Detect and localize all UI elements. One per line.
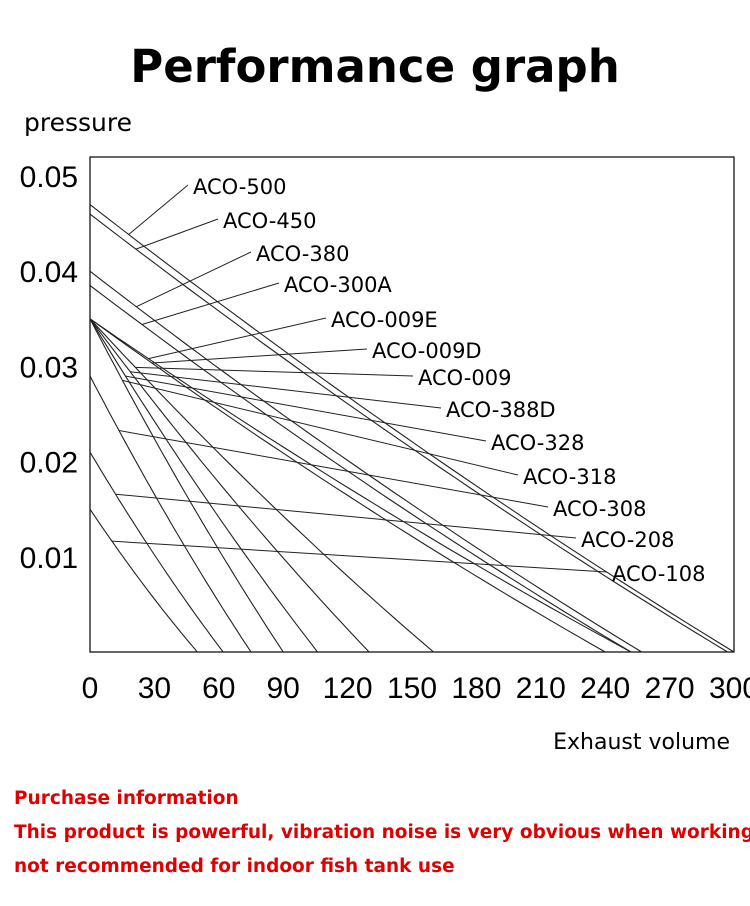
y-tick-label: 0.05 xyxy=(20,161,78,194)
series-label: ACO-300A xyxy=(284,273,392,297)
x-tick-label: 120 xyxy=(323,672,373,705)
series-leader-line xyxy=(151,348,368,364)
series-line-aco-450 xyxy=(89,213,728,653)
series-label: ACO-380 xyxy=(256,242,349,266)
series-line-aco-318 xyxy=(89,318,284,653)
x-tick-label: 240 xyxy=(580,672,630,705)
x-axis-label: Exhaust volume xyxy=(553,730,730,755)
series-label: ACO-308 xyxy=(553,497,646,521)
plot-frame xyxy=(89,156,735,653)
series-label: ACO-450 xyxy=(223,209,316,233)
x-tick-label: 90 xyxy=(267,672,300,705)
y-axis-label: pressure xyxy=(24,108,132,137)
x-tick-label: 180 xyxy=(451,672,501,705)
series-line-aco-388d xyxy=(89,318,370,653)
series-leader-line xyxy=(141,282,280,325)
series-line-aco-308 xyxy=(89,375,252,653)
y-tick-label: 0.02 xyxy=(20,447,78,480)
series-label: ACO-328 xyxy=(491,431,584,455)
series-label: ACO-500 xyxy=(193,175,286,199)
series-label: ACO-009E xyxy=(331,308,438,332)
series-label: ACO-108 xyxy=(612,562,705,586)
series-line-aco-328 xyxy=(89,318,318,653)
series-leader-line xyxy=(148,317,327,360)
series-line-aco-009d xyxy=(89,318,606,653)
series-label: ACO-388D xyxy=(446,398,556,422)
series-label: ACO-009 xyxy=(418,366,511,390)
series-line-aco-009 xyxy=(89,318,434,653)
x-tick-label: 0 xyxy=(82,672,99,705)
series-leader-line xyxy=(111,540,608,573)
series-label: ACO-318 xyxy=(523,465,616,489)
series-line-aco-500 xyxy=(89,204,735,653)
series-leader-line xyxy=(135,366,414,377)
series-line-aco-108 xyxy=(89,508,198,653)
series-leader-line xyxy=(136,251,252,308)
x-tick-label: 30 xyxy=(138,672,171,705)
purchase-info-heading: Purchase information xyxy=(14,788,239,809)
performance-chart: 0.05 0.04 0.03 0.02 0.01 0 30 60 90 120 150 180 210 2… xyxy=(20,108,750,755)
x-tick-label: 210 xyxy=(516,672,566,705)
x-tick-label: 300 xyxy=(709,672,750,705)
x-tick-label: 60 xyxy=(202,672,235,705)
series-leader-line xyxy=(125,375,487,442)
x-tick-label: 150 xyxy=(387,672,437,705)
series-line-aco-208 xyxy=(89,451,224,653)
series-leader-line xyxy=(122,379,519,476)
y-tick-label: 0.04 xyxy=(20,256,78,289)
chart-title: Performance graph xyxy=(130,40,620,93)
series-line-aco-380 xyxy=(89,270,642,653)
y-tick-label: 0.01 xyxy=(20,542,78,575)
series-leader-line xyxy=(135,218,219,250)
series-label: ACO-208 xyxy=(581,528,674,552)
x-tick-label: 270 xyxy=(645,672,695,705)
series-leader-line xyxy=(118,430,549,508)
series-label: ACO-009D xyxy=(372,339,482,363)
series-line-aco-009e xyxy=(89,318,632,653)
series-leader-line xyxy=(128,184,189,235)
series-line-aco-300a xyxy=(89,285,632,653)
purchase-info-line-1: This product is powerful, vibration nois… xyxy=(14,822,750,843)
series-leader-line xyxy=(130,371,442,409)
y-tick-label: 0.03 xyxy=(20,351,78,384)
purchase-info-line-2: not recommended for indoor fish tank use xyxy=(14,856,455,877)
series-leader-line xyxy=(115,493,577,539)
